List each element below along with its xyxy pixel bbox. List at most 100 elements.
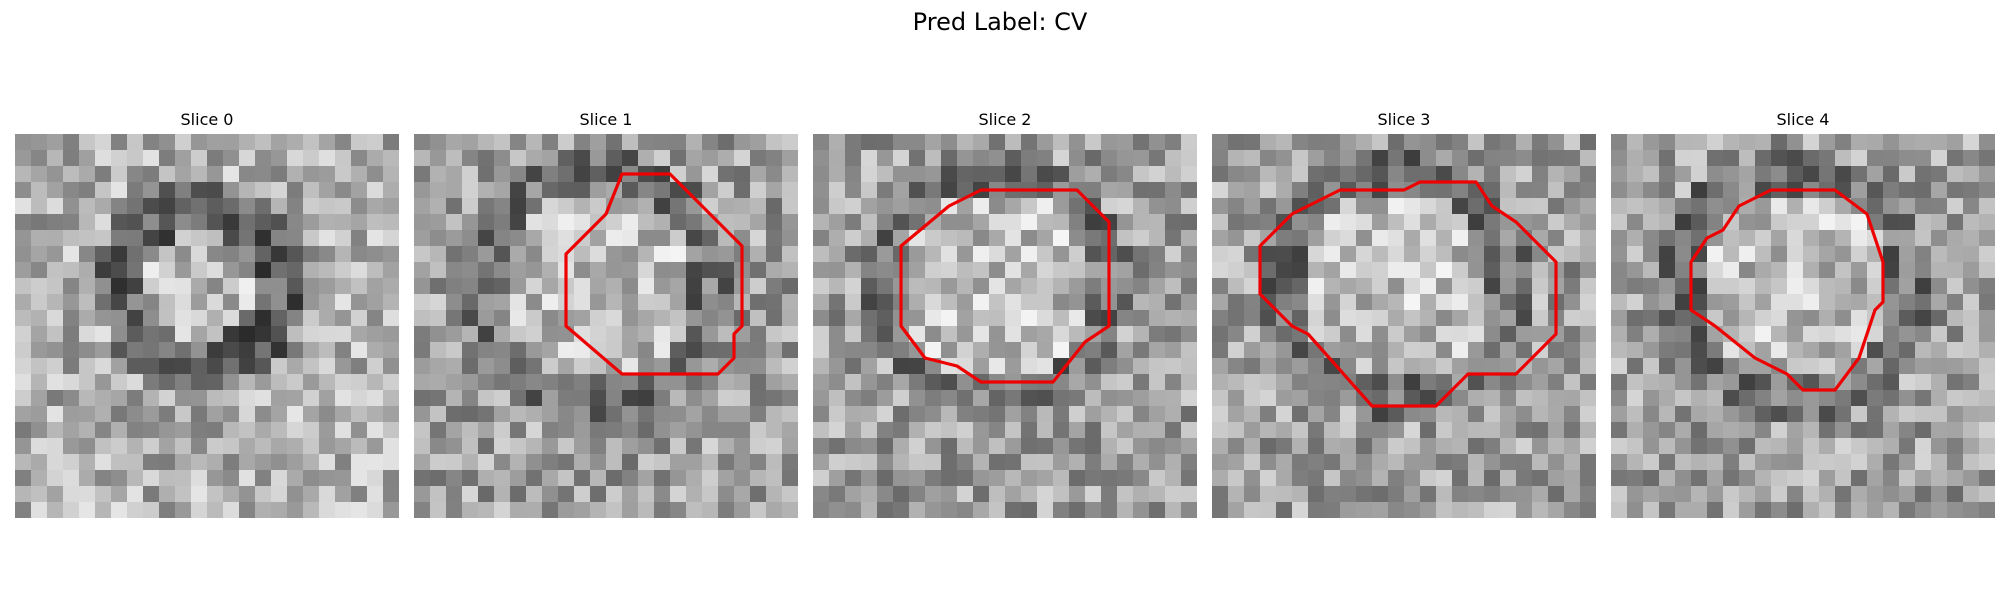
pixel [1739, 390, 1756, 407]
pixel [1851, 470, 1868, 487]
pixel [430, 486, 447, 503]
pixel [1404, 470, 1421, 487]
pixel [430, 422, 447, 439]
pixel [1675, 454, 1692, 471]
pixel [335, 294, 352, 311]
pixel [813, 134, 830, 151]
pixel [1276, 358, 1293, 375]
pixel [1244, 358, 1261, 375]
pixel [1372, 486, 1389, 503]
pixel [1979, 502, 1995, 518]
pixel [1005, 262, 1022, 279]
pixel [1340, 486, 1357, 503]
pixel [31, 230, 48, 247]
pixel [1181, 374, 1197, 391]
pixel [734, 182, 751, 199]
pixel [95, 182, 112, 199]
pixel [957, 390, 974, 407]
pixel [478, 502, 495, 518]
pixel [909, 454, 926, 471]
pixel [1883, 246, 1900, 263]
pixel [1101, 358, 1118, 375]
pixel [271, 262, 288, 279]
pixel [1835, 214, 1852, 231]
pixel [1452, 262, 1469, 279]
pixel [95, 374, 112, 391]
pixel [1979, 454, 1995, 471]
pixel [1659, 486, 1676, 503]
pixel [574, 454, 591, 471]
pixel [111, 278, 128, 295]
pixel [1468, 406, 1485, 423]
pixel [1260, 214, 1277, 231]
pixel [15, 454, 32, 471]
pixel [1308, 246, 1325, 263]
pixel [111, 262, 128, 279]
pixel [1532, 214, 1549, 231]
pixel [1819, 438, 1836, 455]
pixel [989, 278, 1006, 295]
pixel [223, 406, 240, 423]
pixel [702, 486, 719, 503]
pixel [893, 134, 910, 151]
pixel [127, 294, 144, 311]
pixel [941, 134, 958, 151]
pixel [813, 150, 830, 167]
pixel [31, 326, 48, 343]
pixel [1979, 278, 1995, 295]
pixel [1532, 438, 1549, 455]
pixel [367, 342, 384, 359]
pixel [1181, 150, 1197, 167]
pixel [622, 470, 639, 487]
pixel [1388, 502, 1405, 518]
pixel [1420, 438, 1437, 455]
pixel [845, 390, 862, 407]
pixel [1883, 134, 1900, 151]
pixel [1627, 422, 1644, 439]
pixel [750, 230, 767, 247]
pixel [159, 342, 176, 359]
pixel [1404, 486, 1421, 503]
pixel [1356, 406, 1373, 423]
pixel [622, 278, 639, 295]
pixel [1468, 486, 1485, 503]
pixel [1755, 470, 1772, 487]
pixel [861, 134, 878, 151]
pixel [1979, 214, 1995, 231]
pixel [973, 262, 990, 279]
pixel [861, 294, 878, 311]
pixel [734, 342, 751, 359]
pixel [1979, 230, 1995, 247]
pixel [845, 358, 862, 375]
pixel [782, 294, 798, 311]
pixel [303, 502, 320, 518]
pixel [430, 438, 447, 455]
pixel [127, 134, 144, 151]
pixel [1643, 182, 1660, 199]
pixel [1388, 198, 1405, 215]
pixel [271, 278, 288, 295]
pixel [175, 214, 192, 231]
pixel [1707, 182, 1724, 199]
pixel [1260, 166, 1277, 183]
pixel [1931, 134, 1948, 151]
pixel [590, 198, 607, 215]
pixel [1260, 390, 1277, 407]
pixel [191, 470, 208, 487]
pixel [1979, 486, 1995, 503]
pixel [941, 374, 958, 391]
pixel [1803, 342, 1820, 359]
pixel [1931, 246, 1948, 263]
pixel [1133, 374, 1150, 391]
pixel [861, 182, 878, 199]
pixel [63, 150, 80, 167]
pixel [1755, 134, 1772, 151]
pixel [1149, 470, 1166, 487]
pixel [1723, 406, 1740, 423]
pixel [1691, 294, 1708, 311]
pixel [1739, 134, 1756, 151]
pixel [47, 246, 64, 263]
slice-title: Slice 4 [1776, 110, 1830, 129]
pixel [574, 134, 591, 151]
pixel [207, 438, 224, 455]
